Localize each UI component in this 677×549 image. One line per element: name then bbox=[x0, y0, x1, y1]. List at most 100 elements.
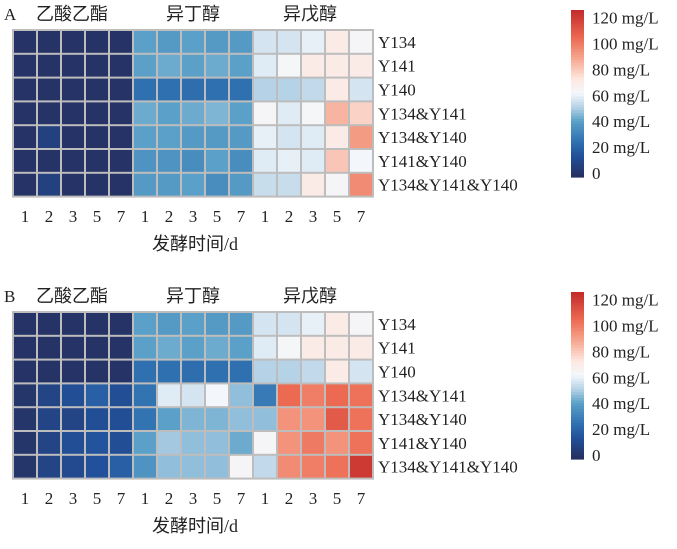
colorbar-segment bbox=[571, 386, 584, 391]
heatmap-cell bbox=[206, 173, 228, 196]
heatmap-cell bbox=[14, 313, 36, 335]
colorbar-segment bbox=[571, 439, 584, 443]
heatmap-cell bbox=[158, 384, 180, 407]
x-tick-label: 7 bbox=[357, 207, 366, 226]
heatmap-cell bbox=[86, 54, 108, 77]
heatmap-cell bbox=[62, 173, 84, 196]
x-tick-label: 5 bbox=[93, 489, 102, 508]
heatmap-cell bbox=[230, 384, 252, 407]
colorbar-segment bbox=[571, 322, 584, 326]
colorbar-segment bbox=[571, 57, 584, 61]
colorbar-segment bbox=[571, 403, 584, 407]
heatmap-cell bbox=[134, 126, 156, 148]
colorbar-segment bbox=[571, 160, 584, 164]
colorbar-segment bbox=[571, 297, 584, 301]
heatmap-cell bbox=[110, 54, 132, 77]
heatmap-cell bbox=[14, 360, 36, 383]
colorbar-segment bbox=[571, 303, 584, 307]
heatmap-cell bbox=[62, 408, 84, 430]
colorbar-segment bbox=[571, 369, 584, 374]
colorbar-segment bbox=[571, 417, 584, 421]
heatmap-cell bbox=[326, 313, 348, 335]
colorbar-segment bbox=[571, 82, 584, 86]
heatmap-cell bbox=[62, 126, 84, 148]
heatmap-cell bbox=[206, 126, 228, 148]
heatmap-cell bbox=[278, 408, 300, 430]
heatmap-cell bbox=[230, 126, 252, 148]
heatmap-cell bbox=[278, 313, 300, 335]
colorbar-segment bbox=[571, 330, 584, 335]
colorbar-tick-label: 60 mg/L bbox=[592, 86, 650, 105]
colorbar-tick-label: 0 bbox=[592, 164, 601, 183]
heatmap-cell bbox=[158, 78, 180, 101]
heatmap-cell bbox=[230, 150, 252, 172]
colorbar-segment bbox=[571, 422, 584, 427]
heatmap-cell bbox=[86, 173, 108, 196]
heatmap-cell bbox=[230, 102, 252, 125]
heatmap-cell bbox=[350, 384, 372, 407]
heatmap-cell bbox=[62, 31, 84, 53]
heatmap-cell bbox=[134, 150, 156, 172]
colorbar-segment bbox=[571, 358, 584, 363]
row-label: Y141 bbox=[378, 57, 416, 76]
row-label: Y134 bbox=[378, 33, 416, 52]
heatmap-cell bbox=[350, 173, 372, 196]
colorbar-segment bbox=[571, 168, 584, 173]
colorbar-segment bbox=[571, 21, 584, 25]
colorbar-tick-label: 80 mg/L bbox=[592, 60, 650, 79]
heatmap-cell bbox=[62, 78, 84, 101]
heatmap-cell bbox=[350, 360, 372, 383]
heatmap-cell bbox=[110, 455, 132, 478]
heatmap-cell bbox=[158, 150, 180, 172]
colorbar-segment bbox=[571, 375, 584, 379]
x-tick-label: 3 bbox=[69, 489, 78, 508]
colorbar-segment bbox=[571, 99, 584, 103]
heatmap-cell bbox=[254, 360, 276, 383]
colorbar-segment bbox=[571, 431, 584, 435]
heatmap-cell bbox=[206, 102, 228, 125]
colorbar-segment bbox=[571, 90, 584, 95]
colorbar-segment bbox=[571, 71, 584, 75]
x-tick-label: 2 bbox=[165, 207, 174, 226]
colorbar-segment bbox=[571, 353, 584, 357]
heatmap-cell bbox=[182, 78, 204, 101]
heatmap-cell bbox=[326, 408, 348, 430]
colorbar-segment bbox=[571, 381, 584, 385]
heatmap-cell bbox=[158, 173, 180, 196]
heatmap-cell bbox=[158, 455, 180, 478]
colorbar-segment bbox=[571, 420, 584, 424]
row-label: Y140 bbox=[378, 81, 416, 100]
heatmap-cell bbox=[254, 313, 276, 335]
colorbar-segment bbox=[571, 163, 584, 167]
heatmap-cell bbox=[206, 360, 228, 383]
colorbar-tick-label: 100 mg/L bbox=[592, 317, 659, 336]
colorbar-segment bbox=[571, 364, 584, 368]
x-tick-label: 5 bbox=[93, 207, 102, 226]
colorbar-segment bbox=[571, 411, 584, 416]
heatmap-cell bbox=[326, 126, 348, 148]
colorbar-segment bbox=[571, 32, 584, 36]
heatmap-cell bbox=[14, 126, 36, 148]
colorbar-segment bbox=[571, 344, 584, 349]
heatmap-cell bbox=[38, 432, 60, 454]
heatmap-cell bbox=[230, 31, 252, 53]
colorbar-segment bbox=[571, 143, 584, 147]
heatmap-cell bbox=[206, 78, 228, 101]
heatmap-cell bbox=[350, 102, 372, 125]
colorbar-segment bbox=[571, 328, 584, 332]
colorbar-segment bbox=[571, 453, 584, 457]
heatmap-cell bbox=[182, 313, 204, 335]
colorbar-tick-label: 20 mg/L bbox=[592, 138, 650, 157]
heatmap-cell bbox=[254, 408, 276, 430]
heatmap-cell bbox=[278, 78, 300, 101]
heatmap-cell bbox=[326, 360, 348, 383]
heatmap-cell bbox=[14, 408, 36, 430]
heatmap-cell bbox=[350, 78, 372, 101]
x-tick-label: 2 bbox=[45, 489, 54, 508]
group-label: 乙酸乙酯 bbox=[36, 286, 108, 306]
colorbar-segment bbox=[571, 60, 584, 64]
heatmap-cell bbox=[86, 150, 108, 172]
x-tick-label: 7 bbox=[237, 489, 246, 508]
heatmap-cell bbox=[110, 173, 132, 196]
